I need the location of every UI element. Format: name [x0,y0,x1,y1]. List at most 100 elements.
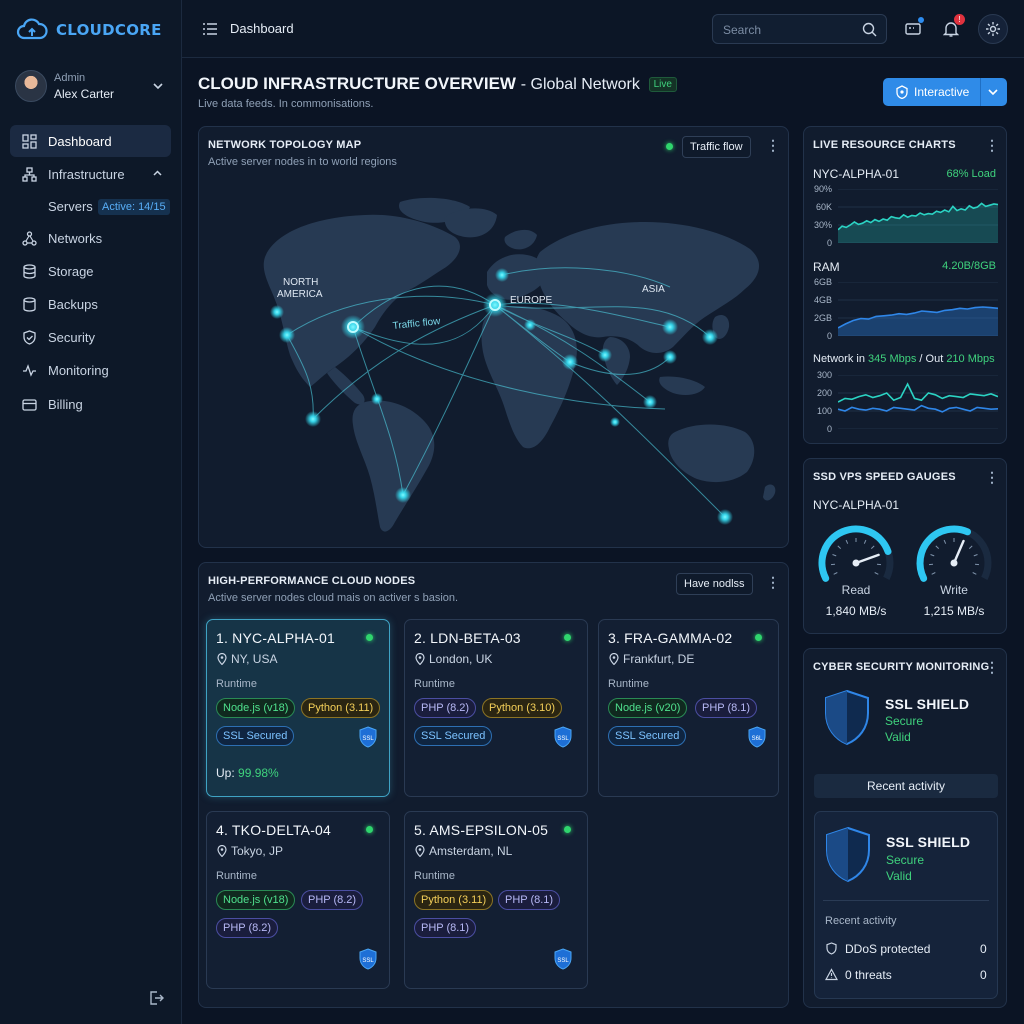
gauge-tick [943,539,947,544]
notifications-button[interactable]: ! [936,14,966,44]
read-label: Read [841,583,871,597]
sidebar-item-label: Monitoring [48,362,109,378]
ssl-shield-icon: SSL [359,726,377,748]
ram-label: RAM [813,260,840,274]
sidebar-item-dashboard[interactable]: Dashboard [10,125,171,157]
shield-text: SSL [362,958,374,964]
sidebar-item-infrastructure[interactable]: Infrastructure [10,158,171,190]
node-location: Tokyo, JP [231,844,284,858]
sidebar: CLOUDCORE Admin Alex Carter Dashboard In… [0,0,182,1024]
bell-icon [943,22,959,37]
chevron-down-icon[interactable] [987,86,999,98]
more-options-icon[interactable]: ⋮ [985,469,999,485]
sidebar-item-backups[interactable]: Backups [10,288,171,320]
recent-activity-button[interactable]: Recent activity [814,774,998,798]
search-icon[interactable] [862,22,877,37]
gauge-server-label: NYC-ALPHA-01 [813,498,900,512]
node-card[interactable]: 3. FRA-GAMMA-02 Frankfurt, DE Runtime No… [598,619,779,797]
network-chart[interactable] [838,375,998,429]
settings-button[interactable] [978,14,1008,44]
security-monitoring-panel: CYBER SECURITY MONITORING ⋮ SSL SHIELD S… [803,648,1007,1008]
more-options-icon[interactable]: ⋮ [766,137,780,153]
gauge-tick [930,554,935,557]
node-location: London, UK [429,652,493,666]
location-pin-icon [609,653,619,665]
shield-icon [826,942,837,955]
more-options-icon[interactable]: ⋮ [985,137,999,153]
network-out-label: / Out [919,353,944,365]
sidebar-item-label: Storage [48,263,94,279]
warning-icon [825,968,838,981]
ssl-tag: SSL Secured [608,726,687,746]
world-map[interactable]: NORTH AMERICA EUROPE ASIA Traffic flow [205,177,783,547]
ssl-shield-icon: SSL [359,948,377,970]
infrastructure-icon [22,166,37,182]
region-label-europe: EUROPE [510,295,553,306]
node-card[interactable]: 4. TKO-DELTA-04 Tokyo, JP Runtime Node.j… [206,811,390,989]
sidebar-item-networks[interactable]: Networks [10,222,171,254]
status-dot [564,826,571,833]
node-name: 4. TKO-DELTA-04 [216,822,332,838]
shield-text: SSL [557,958,569,964]
tick-label: 200 [816,388,832,398]
node-location: Amsterdam, NL [429,844,513,858]
have-nodes-button[interactable]: Have nodlss [676,573,753,595]
traffic-flow-button[interactable]: Traffic flow [682,136,751,158]
shield-text: SSL [362,736,374,742]
gauge-tick [931,572,936,575]
tick-label: 4GB [813,295,832,305]
area-fill [838,307,998,336]
uptime-label: Up: [216,766,235,780]
chevron-up-icon [153,170,162,176]
node-name: 1. NYC-ALPHA-01 [216,630,335,646]
node-location: Frankfurt, DE [623,652,695,666]
user-menu[interactable]: Admin Alex Carter [15,70,170,106]
runtime-label: Runtime [216,678,257,690]
network-in-label: Network in [813,353,865,365]
interactive-button[interactable]: Interactive [883,78,1007,106]
messages-button[interactable] [898,14,928,44]
ram-chart[interactable] [838,282,998,336]
continents [263,197,776,532]
sidebar-item-monitoring[interactable]: Monitoring [10,354,171,386]
logout-icon[interactable] [148,990,164,1006]
shield-icon [826,826,870,883]
node-card[interactable]: 1. NYC-ALPHA-01 NY, USA Runtime Node.js … [206,619,390,797]
runtime-tag: Python (3.11) [301,698,381,718]
backup-icon [23,296,36,312]
node-card[interactable]: 5. AMS-EPSILON-05 Amsterdam, NL Runtime … [404,811,588,989]
runtime-tag: Python (3.10) [482,698,563,718]
cpu-chart[interactable] [838,189,998,243]
secure-status: Secure [885,714,924,728]
node-name: 5. AMS-EPSILON-05 [414,822,549,838]
status-dot [366,826,373,833]
gauge-tick [935,545,940,549]
node-card[interactable]: 2. LDN-BETA-03 London, UK Runtime PHP (8… [404,619,588,797]
runtime-tag: Node.js (v20) [608,698,688,718]
brand-logo[interactable]: CLOUDCORE [16,18,162,42]
chevron-down-icon [153,83,163,90]
shield-text: S6L [752,736,763,742]
runtime-tag: Python (3.11) [414,890,494,910]
sidebar-item-billing[interactable]: Billing [10,388,171,420]
more-options-icon[interactable]: ⋮ [985,659,999,675]
page-description: Live data feeds. In commonisations. [198,98,374,110]
network-label: Network in 345 Mbps / Out 210 Mbps [813,353,995,365]
topbar: Dashboard Search ! [182,0,1024,58]
gauge-tick [972,572,977,575]
location-pin-icon [415,653,425,665]
read-gauge[interactable] [814,521,898,591]
ssl-detail-card: SSL SHIELD Secure Valid Recent activity … [814,811,998,999]
ssl-shield-icon: SSL [554,948,572,970]
runtime-tag: PHP (8.1) [498,890,561,910]
sidebar-item-storage[interactable]: Storage [10,255,171,287]
sidebar-item-label: Dashboard [48,133,112,149]
more-options-icon[interactable]: ⋮ [766,574,780,590]
sidebar-item-security[interactable]: Security [10,321,171,353]
sidebar-subitem-servers[interactable]: Servers [48,199,93,214]
breadcrumb-title: Dashboard [230,21,294,36]
menu-icon[interactable] [202,22,218,36]
search-input[interactable]: Search [712,14,887,44]
runtime-tag: PHP (8.1) [414,918,477,938]
write-gauge[interactable] [912,521,996,591]
